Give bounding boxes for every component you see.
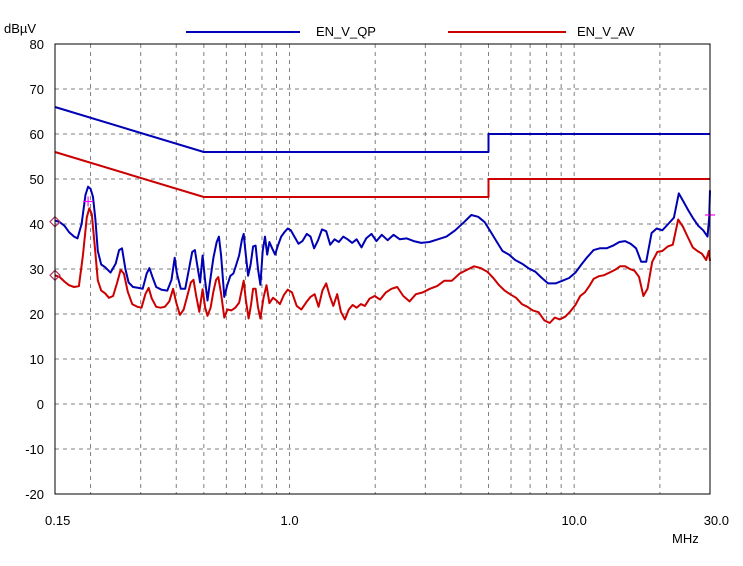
x-tick-label: 0.15	[45, 513, 70, 528]
x-tick-label: 30.0	[704, 513, 729, 528]
y-tick-label: 20	[30, 307, 44, 322]
x-axis-ticks: 0.15 1.0 10.0 30.0	[45, 513, 729, 528]
legend-label-en-v-qp: EN_V_QP	[316, 24, 376, 39]
y-tick-label: 10	[30, 352, 44, 367]
series-line-av-measurement	[54, 207, 711, 324]
y-tick-label: 40	[30, 217, 44, 232]
peak-marker-plus	[83, 196, 94, 207]
y-tick-label: 30	[30, 262, 44, 277]
x-tick-label: 10.0	[562, 513, 587, 528]
y-tick-label: -10	[25, 442, 44, 457]
y-tick-label: -20	[25, 487, 44, 502]
y-tick-label: 60	[30, 127, 44, 142]
y-axis-ticks: 80 70 60 50 40 30 20 10 0 -10 -20	[25, 37, 44, 502]
y-axis-label: dBµV	[4, 21, 36, 36]
x-axis-label: MHz	[672, 531, 699, 546]
grid	[55, 44, 710, 494]
measurement-traces	[54, 185, 711, 324]
y-tick-label: 50	[30, 172, 44, 187]
series-line-en-v-qp	[54, 106, 710, 153]
legend-label-en-v-av: EN_V_AV	[577, 24, 635, 39]
series-line-en-v-av	[54, 151, 710, 198]
series-line-qp-measurement	[54, 185, 711, 302]
legend: EN_V_QP EN_V_AV	[186, 24, 635, 39]
x-tick-label: 1.0	[280, 513, 298, 528]
plot-frame	[54, 43, 711, 495]
y-tick-label: 70	[30, 82, 44, 97]
limit-lines	[54, 106, 710, 198]
y-tick-label: 80	[30, 37, 44, 52]
y-tick-label: 0	[37, 397, 44, 412]
